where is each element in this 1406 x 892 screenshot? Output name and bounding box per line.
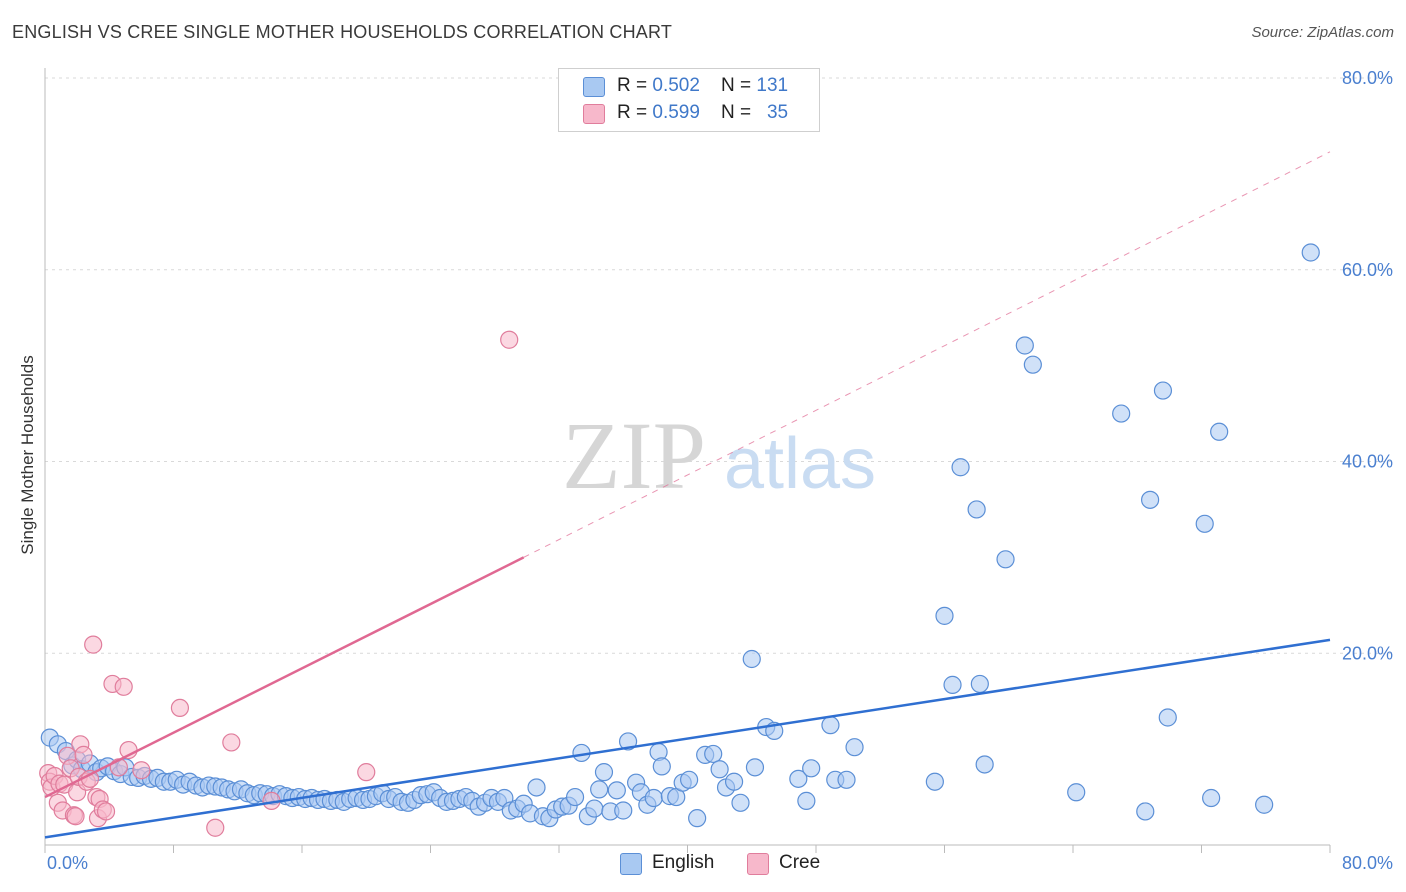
english-point bbox=[1158, 708, 1177, 727]
english-point bbox=[614, 801, 633, 820]
cree-point bbox=[500, 330, 519, 349]
english-point bbox=[1301, 243, 1320, 262]
english-legend-label: English bbox=[652, 852, 715, 873]
english-point bbox=[1140, 490, 1160, 509]
watermark-zip: ZIP bbox=[562, 402, 706, 509]
english-point bbox=[710, 760, 729, 779]
english-point bbox=[618, 732, 638, 751]
gridlines bbox=[45, 77, 1392, 654]
watermark-atlas: atlas bbox=[724, 424, 876, 504]
english-point bbox=[644, 788, 663, 808]
cree-point bbox=[206, 818, 225, 837]
english-point bbox=[797, 791, 816, 810]
english-point bbox=[943, 675, 962, 694]
source-label: Source: ZipAtlas.com bbox=[1251, 24, 1394, 41]
english-point bbox=[1202, 788, 1221, 808]
english-point bbox=[845, 738, 864, 757]
english-point bbox=[1112, 404, 1131, 423]
english-point bbox=[1210, 422, 1229, 441]
english-r-label: R = bbox=[617, 75, 653, 96]
english-r-value: 0.502 bbox=[652, 75, 700, 96]
english-point bbox=[745, 758, 765, 777]
y-tick-label: 40.0% bbox=[1342, 452, 1393, 472]
english-point bbox=[585, 799, 604, 818]
english-point bbox=[1136, 802, 1155, 821]
y-tick-label: 60.0% bbox=[1342, 260, 1393, 280]
cree-legend-label: Cree bbox=[779, 852, 821, 873]
watermark: ZIP atlas bbox=[562, 402, 876, 509]
english-point bbox=[590, 780, 609, 799]
english-point bbox=[1023, 355, 1042, 374]
english-point bbox=[724, 772, 744, 791]
cree-swatch bbox=[583, 104, 605, 124]
cree-n-label: N = bbox=[721, 102, 757, 123]
cree-n-value: 35 bbox=[766, 102, 789, 123]
english-point bbox=[565, 787, 585, 807]
english-point bbox=[731, 793, 750, 812]
english-point bbox=[975, 755, 994, 774]
english-point bbox=[527, 778, 546, 797]
english-point bbox=[680, 770, 699, 789]
english-point bbox=[607, 781, 626, 800]
cree-legend-swatch bbox=[747, 853, 769, 875]
cree-trendline-extension bbox=[523, 151, 1331, 558]
chart-title: ENGLISH VS CREE SINGLE MOTHER HOUSEHOLDS… bbox=[12, 22, 673, 42]
english-point bbox=[1195, 514, 1214, 533]
english-point bbox=[652, 757, 671, 776]
cree-point bbox=[357, 763, 376, 782]
english-point bbox=[935, 606, 954, 625]
y-tick-label: 20.0% bbox=[1342, 643, 1393, 663]
english-legend-swatch bbox=[620, 853, 642, 875]
english-point bbox=[1067, 783, 1086, 802]
english-point bbox=[821, 716, 840, 735]
axes bbox=[44, 68, 1331, 853]
correlation-legend: R = 0.502 N = 131 R = 0.599 N = 35 bbox=[558, 68, 820, 132]
trendlines bbox=[44, 151, 1331, 839]
english-point bbox=[925, 772, 944, 791]
cree-r-label: R = bbox=[617, 102, 653, 123]
cree-point bbox=[222, 733, 241, 752]
english-point bbox=[704, 744, 723, 764]
cree-point bbox=[74, 745, 93, 764]
cree-point bbox=[170, 698, 190, 717]
english-point bbox=[967, 500, 986, 519]
y-tick-label: 80.0% bbox=[1342, 68, 1393, 88]
tick-labels: 20.0% 40.0% 60.0% 80.0% 0.0% 80.0% bbox=[47, 68, 1393, 873]
cree-point bbox=[66, 807, 85, 826]
english-n-value: 131 bbox=[756, 75, 789, 96]
english-point bbox=[951, 458, 970, 477]
english-n-label: N = bbox=[721, 75, 757, 96]
cree-point bbox=[84, 635, 103, 654]
english-swatch bbox=[583, 77, 605, 97]
english-point bbox=[1153, 381, 1173, 400]
english-point bbox=[970, 674, 989, 694]
cree-trendline bbox=[44, 556, 525, 799]
english-point bbox=[802, 759, 821, 778]
english-point bbox=[837, 770, 856, 789]
english-trendline bbox=[44, 638, 1331, 839]
english-points bbox=[40, 243, 1320, 828]
english-point bbox=[594, 763, 614, 782]
english-point bbox=[1255, 795, 1274, 814]
x-tick-label-min: 0.0% bbox=[47, 853, 88, 873]
x-tick-label-max: 80.0% bbox=[1342, 853, 1393, 873]
english-point bbox=[996, 550, 1015, 569]
english-point bbox=[1015, 336, 1034, 355]
cree-point bbox=[132, 761, 151, 780]
english-point bbox=[789, 769, 808, 788]
cree-point bbox=[96, 802, 116, 821]
english-point bbox=[688, 809, 707, 828]
english-point bbox=[742, 649, 761, 669]
cree-r-value: 0.599 bbox=[652, 102, 700, 123]
cree-point bbox=[114, 677, 133, 696]
